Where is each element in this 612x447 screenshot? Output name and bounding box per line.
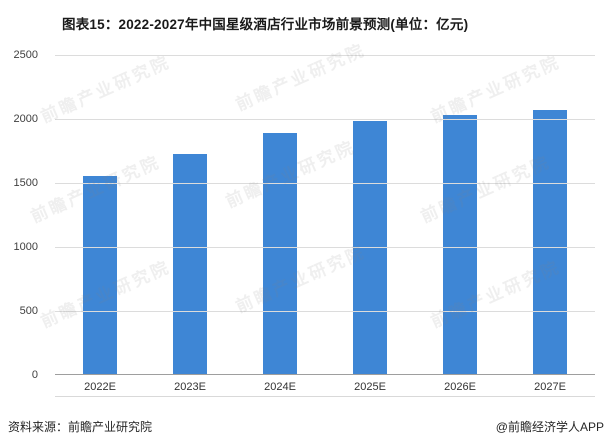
x-tick-label: 2027E bbox=[534, 381, 566, 393]
gridline bbox=[55, 247, 595, 248]
bar-2026E bbox=[443, 115, 477, 374]
bar-column bbox=[415, 55, 505, 374]
credit-note: @前瞻经济学人APP bbox=[495, 420, 604, 434]
bar-column bbox=[55, 55, 145, 374]
y-tick-label: 1500 bbox=[13, 177, 38, 189]
x-tick-label: 2024E bbox=[264, 381, 296, 393]
gridline bbox=[55, 183, 595, 184]
bar-column bbox=[145, 55, 235, 374]
source-note: 资料来源：前瞻产业研究院 bbox=[8, 420, 153, 434]
y-tick-label: 500 bbox=[19, 305, 38, 317]
y-axis: 0 500 1000 1500 2000 2500 bbox=[0, 49, 46, 381]
bar-2024E bbox=[263, 133, 297, 374]
y-tick-label: 2000 bbox=[13, 113, 38, 125]
y-tick-label: 1000 bbox=[13, 241, 38, 253]
y-tick-label: 2500 bbox=[13, 49, 38, 61]
x-tick-label: 2026E bbox=[444, 381, 476, 393]
plot-area: 前瞻产业研究院 前瞻产业研究院 前瞻产业研究院 前瞻产业研究院 前瞻产业研究院 前瞻产业研… bbox=[28, 40, 595, 375]
gridline bbox=[55, 55, 595, 56]
bar-2027E bbox=[533, 110, 567, 374]
x-tick-label: 2025E bbox=[354, 381, 386, 393]
gridline bbox=[55, 311, 595, 312]
bar-column bbox=[505, 55, 595, 374]
bar-column bbox=[325, 55, 415, 374]
x-tick-label: 2022E bbox=[84, 381, 116, 393]
x-axis: 2022E 2023E 2024E 2025E 2026E 2027E bbox=[55, 376, 595, 397]
chart-title: 图表15：2022-2027年中国星级酒店行业市场前景预测(单位：亿元) bbox=[62, 17, 469, 32]
bar-2023E bbox=[173, 154, 207, 374]
x-tick-label: 2023E bbox=[174, 381, 206, 393]
y-tick-label: 0 bbox=[31, 369, 38, 381]
bar-series bbox=[55, 55, 595, 374]
gridline bbox=[55, 119, 595, 120]
bar-2022E bbox=[83, 176, 117, 374]
bar-column bbox=[235, 55, 325, 374]
